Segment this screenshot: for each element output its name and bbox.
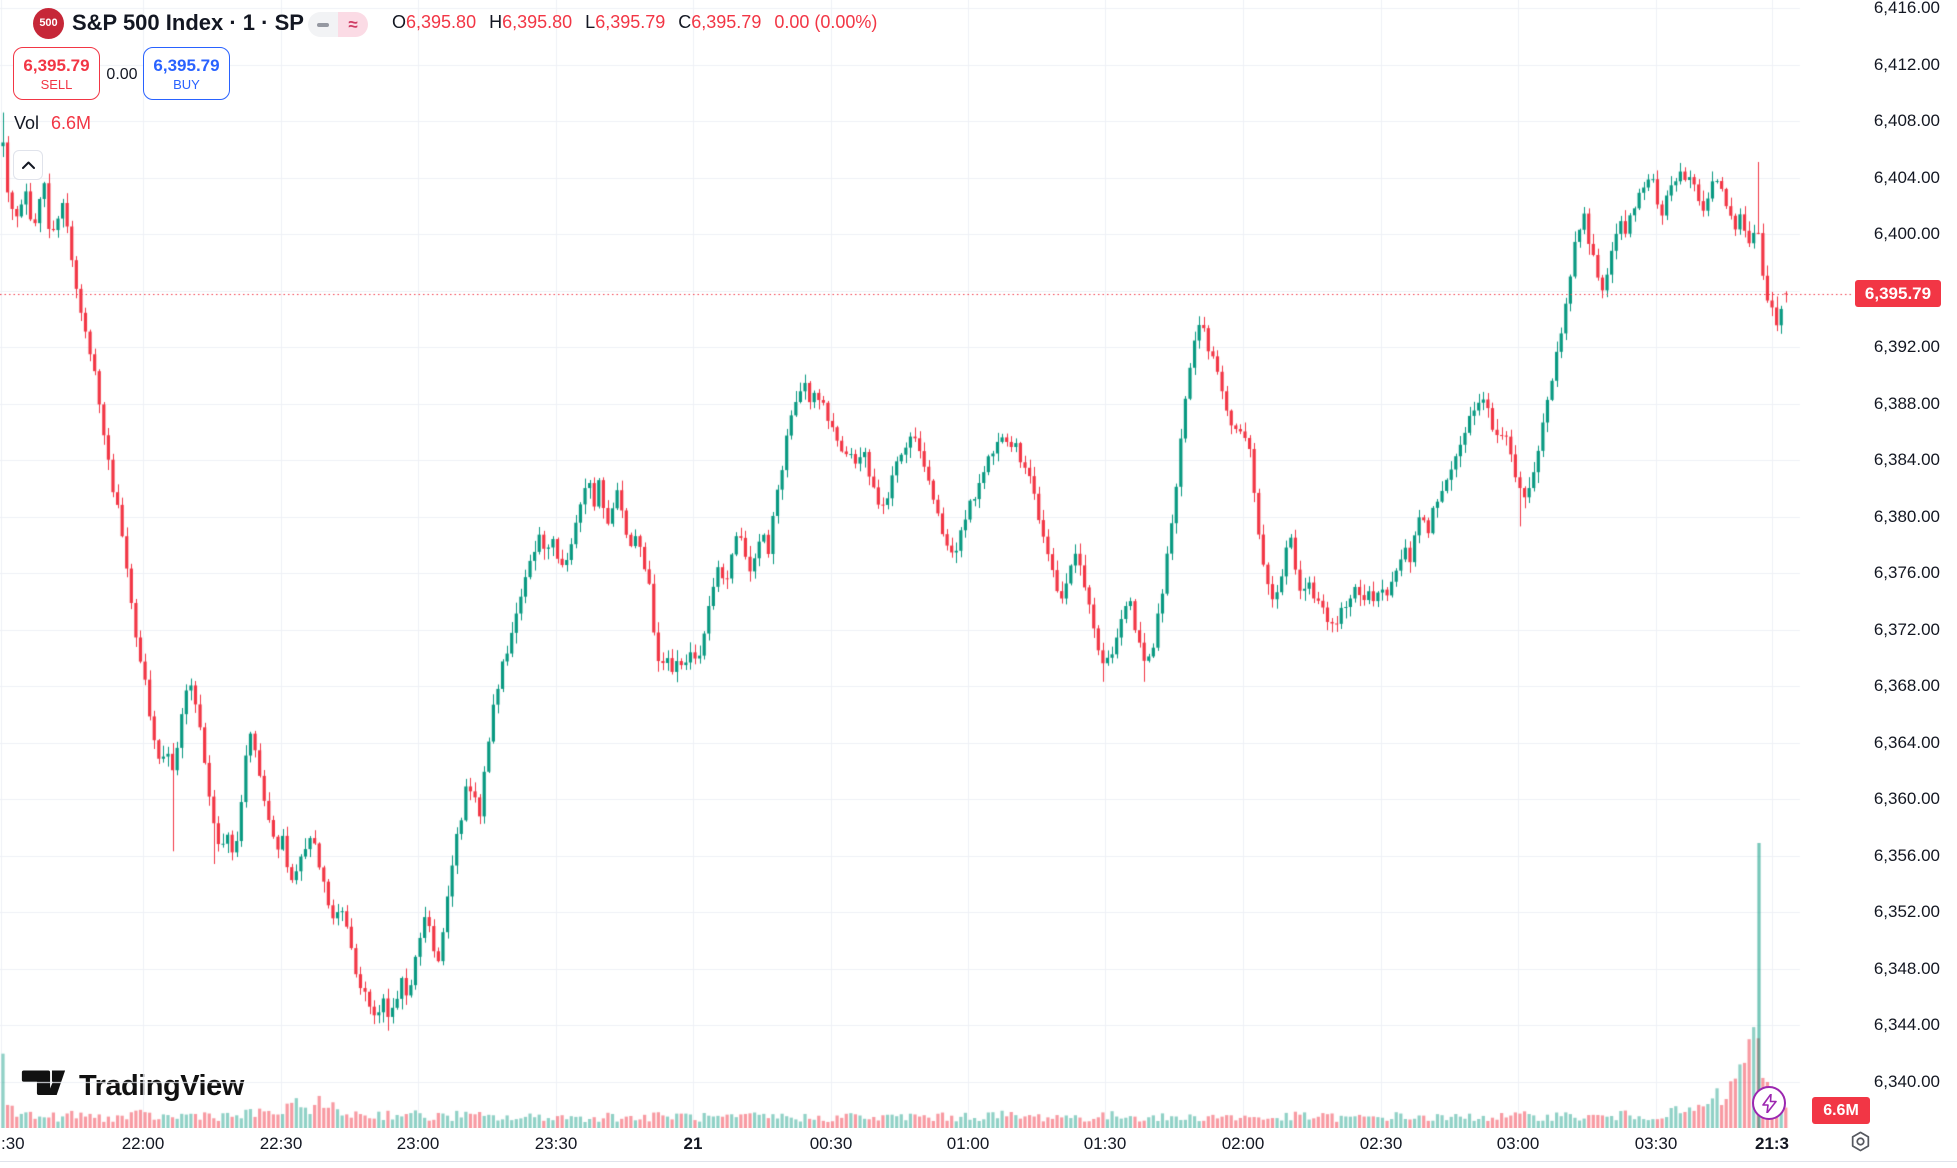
price-axis-label: 6,356.00	[1873, 845, 1940, 865]
time-axis-label: 21:3	[1754, 1134, 1790, 1153]
price-axis-label: 6,376.00	[1873, 563, 1940, 583]
volume-indicator-row: Vol 6.6M	[14, 113, 91, 134]
collapse-pane-button[interactable]	[13, 150, 43, 180]
spread-value: 0.00	[106, 66, 138, 83]
axis-settings-button[interactable]	[1850, 1131, 1871, 1152]
price-axis-label: 6,380.00	[1873, 506, 1940, 526]
ohlc-readout: O6,395.80 H6,395.80 L6,395.79 C6,395.79 …	[392, 12, 877, 33]
price-axis-label: 6,344.00	[1873, 1015, 1940, 1035]
chevron-up-icon	[21, 161, 35, 169]
change-value: 0.00 (0.00%)	[774, 12, 878, 32]
volume-value: 6.6M	[51, 113, 92, 133]
high-value: 6,395.80	[502, 12, 573, 32]
time-axis-label: 01:00	[946, 1134, 990, 1153]
sell-price: 6,395.79	[23, 55, 90, 75]
open-label: O	[392, 12, 407, 32]
time-axis-label: 02:00	[1221, 1134, 1265, 1153]
symbol-logo-icon: 500	[33, 8, 64, 39]
price-axis-label: 6,392.00	[1873, 337, 1940, 357]
price-axis-label: 6,412.00	[1873, 54, 1940, 74]
price-axis-label: 6,372.00	[1873, 619, 1940, 639]
volume-badge: 6.6M	[1812, 1097, 1870, 1124]
price-axis-label: 6,348.00	[1873, 958, 1940, 978]
price-axis-label: 6,364.00	[1873, 732, 1940, 752]
time-axis-label: 01:30	[1083, 1134, 1127, 1153]
minus-icon	[317, 22, 329, 27]
open-value: 6,395.80	[406, 12, 477, 32]
symbol-title[interactable]: S&P 500 Index · 1 · SP	[72, 10, 304, 35]
time-axis-label: 22:00	[121, 1134, 165, 1153]
buy-price: 6,395.79	[153, 55, 220, 75]
price-axis-label: 6,388.00	[1873, 393, 1940, 413]
price-axis-label: 6,360.00	[1873, 789, 1940, 809]
chart-header: 500 S&P 500 Index · 1 · SP ≈ O6,395.80 H…	[0, 0, 1000, 190]
lightning-bolt-icon	[1761, 1093, 1777, 1113]
time-axis[interactable]: :30 22:00 22:30 23:00 23:30 21 00:30 01:00 01:30…	[0, 1128, 1957, 1162]
low-label: L	[585, 12, 596, 32]
low-value: 6,395.79	[595, 12, 666, 32]
price-axis-label: 6,340.00	[1873, 1071, 1940, 1091]
price-axis[interactable]: 6,416.00 6,412.00 6,408.00 6,404.00 6,400.00…	[1800, 0, 1957, 1128]
buy-label: BUY	[173, 76, 200, 92]
approx-icon: ≈	[348, 15, 358, 34]
price-axis-label: 6,400.00	[1873, 224, 1940, 244]
time-axis-label: 02:30	[1359, 1134, 1403, 1153]
time-axis-label: :30	[1, 1134, 25, 1153]
session-toggle[interactable]: ≈	[308, 12, 368, 37]
volume-label: Vol	[14, 113, 40, 133]
time-axis-label: 03:30	[1634, 1134, 1678, 1153]
price-axis-label: 6,408.00	[1873, 111, 1940, 131]
time-axis-label: 03:00	[1496, 1134, 1540, 1153]
price-axis-label: 6,404.00	[1873, 167, 1940, 187]
price-axis-label: 6,416.00	[1873, 0, 1940, 18]
time-axis-label: 23:00	[396, 1134, 440, 1153]
price-axis-label: 6,368.00	[1873, 676, 1940, 696]
current-price-badge: 6,395.79	[1855, 280, 1941, 307]
instant-order-button[interactable]	[1752, 1086, 1786, 1120]
gear-icon	[1851, 1131, 1870, 1152]
close-value: 6,395.79	[691, 12, 762, 32]
time-axis-label: 22:30	[259, 1134, 303, 1153]
time-axis-label: 23:30	[534, 1134, 578, 1153]
time-axis-label: 00:30	[809, 1134, 853, 1153]
close-label: C	[678, 12, 692, 32]
high-label: H	[489, 12, 503, 32]
sell-label: SELL	[40, 76, 73, 92]
price-axis-label: 6,352.00	[1873, 902, 1940, 922]
buy-button[interactable]: 6,395.79 BUY	[143, 47, 230, 100]
price-axis-label: 6,384.00	[1873, 450, 1940, 470]
time-axis-label: 21	[683, 1134, 703, 1153]
sell-button[interactable]: 6,395.79 SELL	[13, 47, 100, 100]
